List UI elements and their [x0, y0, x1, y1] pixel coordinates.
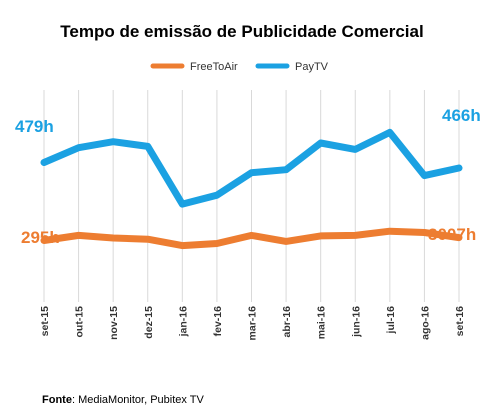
- x-tick-label-set-16: set-16: [454, 306, 466, 337]
- x-tick-label-mai-16: mai-16: [316, 306, 328, 339]
- x-tick-label-set-15: set-15: [39, 306, 51, 337]
- gridlines: [43, 90, 460, 302]
- series-lines: [40, 128, 463, 250]
- legend: FreeToAir PayTV: [150, 61, 329, 73]
- legend-label-paytv: PayTV: [295, 61, 329, 73]
- series-line-freetoair: [40, 227, 463, 250]
- x-tick-label-jun-16: jun-16: [350, 306, 362, 338]
- x-tick-label-mar-16: mar-16: [247, 306, 259, 341]
- paytv-end-label: 466h: [442, 106, 481, 125]
- freetoair-start-label: 295h: [21, 228, 60, 247]
- source-text: : MediaMonitor, Pubitex TV: [71, 394, 204, 406]
- freetoair-end-label: 3007h: [428, 225, 476, 244]
- legend-label-freetoair: FreeToAir: [190, 61, 238, 73]
- source-note: Fonte: MediaMonitor, Pubitex TV: [42, 394, 204, 406]
- x-axis-ticks: set-15 out-15 nov-15 dez-15 jan-16 fev-16 mar-…: [39, 306, 466, 341]
- x-tick-label-dez-15: dez-15: [143, 306, 155, 339]
- chart-title: Tempo de emissão de Publicidade Comercia…: [60, 22, 423, 41]
- series-line-paytv: [40, 128, 463, 208]
- x-tick-label-jul-16: jul-16: [385, 306, 397, 335]
- x-tick-label-out-15: out-15: [74, 306, 86, 338]
- x-tick-label-fev-16: fev-16: [212, 306, 224, 337]
- x-tick-label-nov-15: nov-15: [108, 306, 120, 340]
- x-tick-label-ago-16: ago-16: [419, 306, 431, 340]
- source-label: Fonte: [42, 394, 72, 406]
- x-tick-label-abr-16: abr-16: [281, 306, 293, 338]
- x-tick-label-jan-16: jan-16: [177, 306, 189, 338]
- paytv-start-label: 479h: [15, 117, 54, 136]
